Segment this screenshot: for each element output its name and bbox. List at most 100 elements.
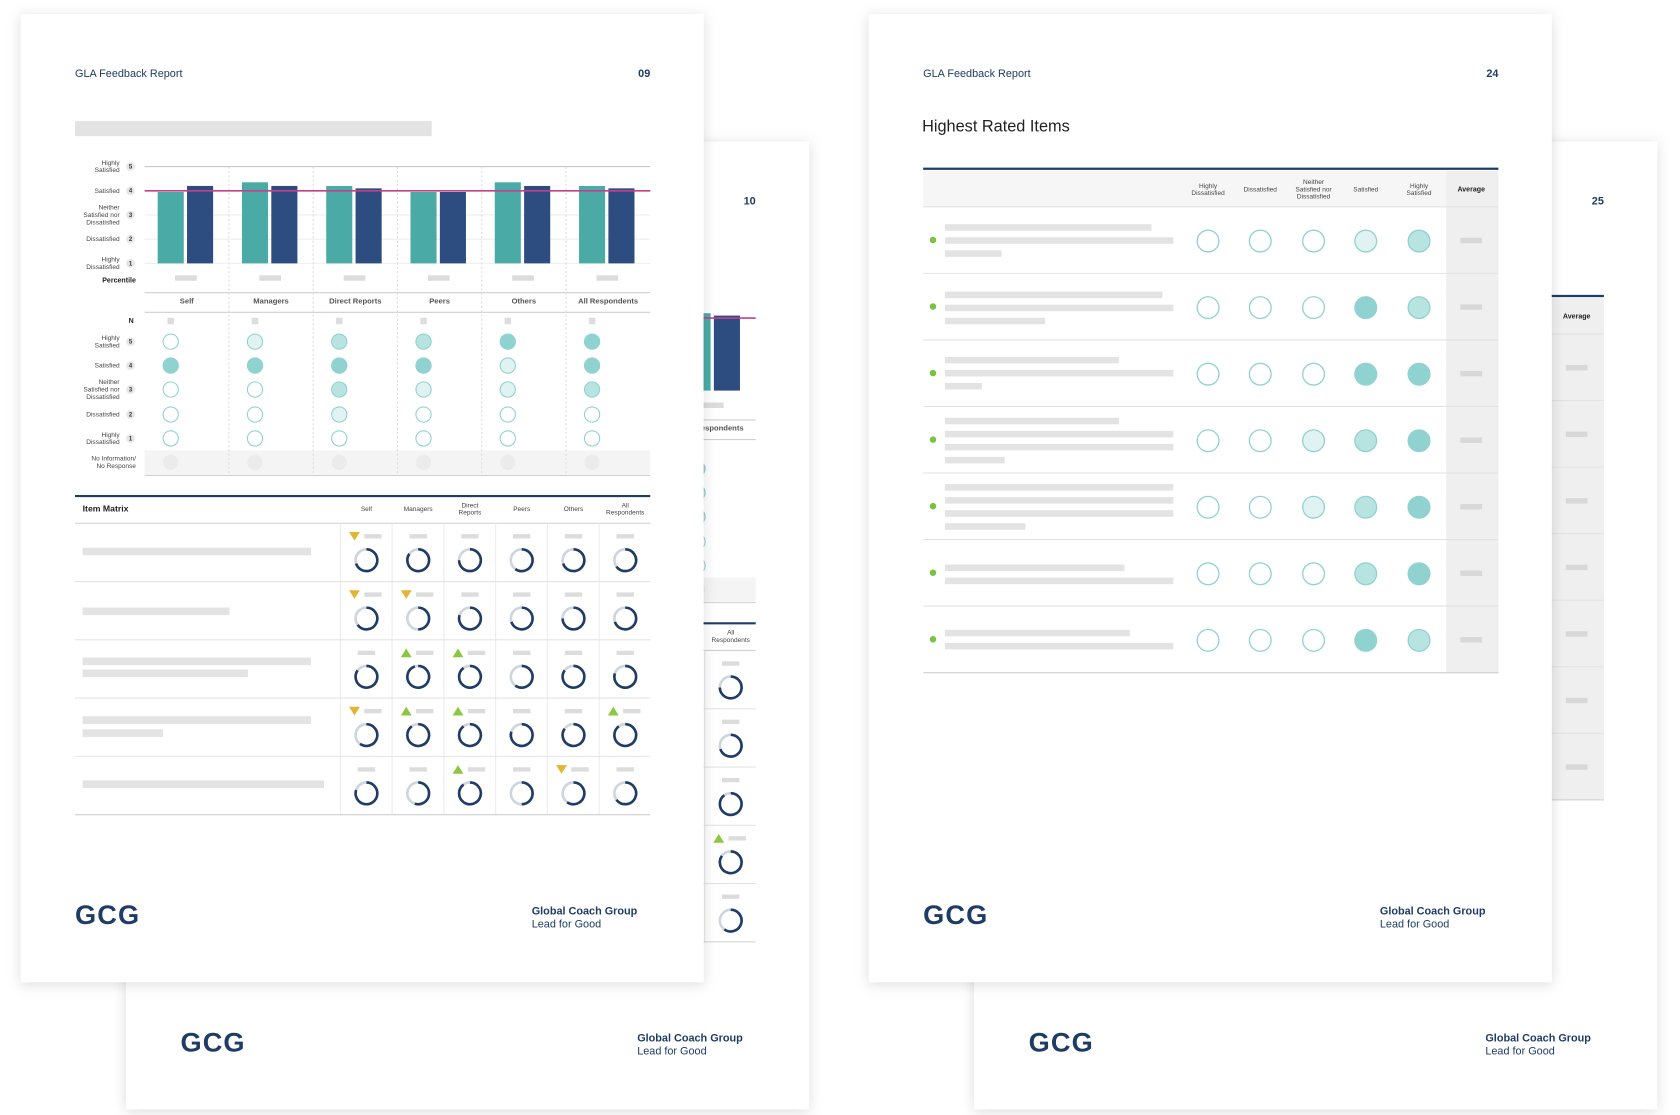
item-text-placeholder [944, 417, 1119, 425]
rating-label-line: Highly [102, 335, 121, 342]
rating-dot [1302, 562, 1326, 586]
item-bullet [929, 303, 937, 310]
rating-dot [1196, 562, 1220, 586]
rating-dot [1407, 628, 1431, 652]
no-response-dot [500, 454, 516, 470]
n-placeholder [420, 317, 427, 325]
column-label: Dissatisfied [1244, 186, 1278, 193]
rating-number: 5 [129, 164, 133, 170]
item-bullet [929, 436, 937, 443]
page-header: GLA Feedback Report [923, 68, 1030, 80]
rating-label-line: Dissatisfied [86, 411, 120, 418]
rating-dot [1196, 229, 1220, 253]
score-placeholder [564, 650, 583, 656]
rating-dot [415, 333, 432, 350]
rating-dot [1354, 628, 1378, 652]
no-response-label-line: No Response [96, 463, 136, 470]
average-label: Average [1563, 314, 1591, 321]
column-label: Self [180, 296, 194, 305]
column-label: Highly Satisfied [1407, 182, 1432, 196]
rating-dot [162, 430, 179, 447]
no-response-dot [247, 454, 263, 470]
rating-dot [1302, 296, 1326, 320]
rating-dot [1407, 562, 1431, 586]
trend-up [400, 648, 412, 658]
donut-arc [359, 722, 379, 748]
rating-dot [1248, 495, 1272, 519]
rating-badge [126, 385, 135, 394]
column-label-line: Dissatisfied [1297, 193, 1331, 200]
rating-dot [1354, 229, 1378, 253]
rating-number: 2 [129, 237, 133, 243]
donut-arc [718, 675, 743, 700]
tagline: Lead for Good [1380, 918, 1449, 930]
rating-dot [162, 406, 179, 423]
rating-dot [246, 357, 264, 374]
no-response-dot [163, 454, 179, 470]
trend-down [349, 706, 360, 716]
item-text-placeholder [82, 729, 164, 737]
rating-badge [126, 259, 135, 268]
rating-dot [331, 406, 348, 423]
item-bullet [929, 502, 937, 510]
no-response-label-line: No Information/ [91, 455, 136, 462]
rating-number: 4 [129, 189, 133, 195]
rating-dot [1302, 429, 1326, 453]
item-text-placeholder [944, 304, 1174, 312]
rating-label-line: Satisfied nor [83, 212, 120, 219]
rating-dot [1302, 495, 1326, 519]
matrix-column-label: Self [361, 506, 372, 513]
rating-label-line: Neither [99, 204, 121, 211]
bar [410, 191, 437, 264]
rating-badge [126, 186, 135, 196]
no-response-dot [331, 454, 347, 470]
rating-dot [162, 381, 179, 398]
bar [271, 185, 298, 264]
rating-dot [1196, 495, 1220, 519]
rating-dot [246, 406, 264, 423]
column-label: Highly Dissatisfied [1191, 182, 1225, 196]
average-placeholder [1565, 498, 1588, 504]
score-placeholder [564, 708, 583, 714]
rating-label: Highly Satisfied [95, 335, 121, 349]
company-name: Global Coach Group [1485, 1033, 1591, 1045]
score-placeholder [416, 650, 434, 656]
rating-badge [126, 410, 135, 419]
rating-label-line: Highly [102, 160, 121, 167]
column-label: Peers [429, 296, 450, 305]
score-placeholder [616, 592, 634, 597]
donut-arc [457, 781, 483, 806]
n-placeholder [167, 317, 174, 325]
item-text-placeholder [82, 780, 325, 789]
trend-up [452, 706, 464, 716]
rating-number: 2 [129, 412, 133, 418]
score-placeholder [416, 592, 434, 597]
donut-arc [561, 606, 586, 631]
rating-dot [415, 430, 432, 447]
rating-dot [331, 381, 348, 398]
rating-dot [1354, 296, 1378, 320]
percentile-placeholder [427, 275, 450, 281]
bar [713, 315, 740, 391]
item-text-placeholder [944, 250, 1002, 257]
rating-label-line: Satisfied [95, 167, 120, 174]
score-placeholder [513, 650, 531, 656]
rating-number: 1 [129, 261, 133, 267]
donut-arc [613, 606, 638, 631]
donut-arc [561, 664, 586, 689]
donut-arc [613, 664, 638, 689]
logo: GCG [75, 899, 140, 930]
column-label-line: Highly [1410, 182, 1429, 189]
n-placeholder [504, 317, 512, 325]
rating-number: 5 [129, 340, 133, 346]
score-placeholder [513, 708, 531, 714]
rating-dot [162, 357, 179, 374]
tagline: Lead for Good [1485, 1046, 1554, 1058]
score-placeholder [467, 708, 486, 714]
score-placeholder [722, 661, 740, 666]
item-bullet [929, 569, 937, 576]
item-text-placeholder [82, 669, 248, 678]
donut-arc [561, 722, 586, 748]
item-text-placeholder [944, 456, 1005, 464]
score-placeholder [467, 767, 486, 772]
